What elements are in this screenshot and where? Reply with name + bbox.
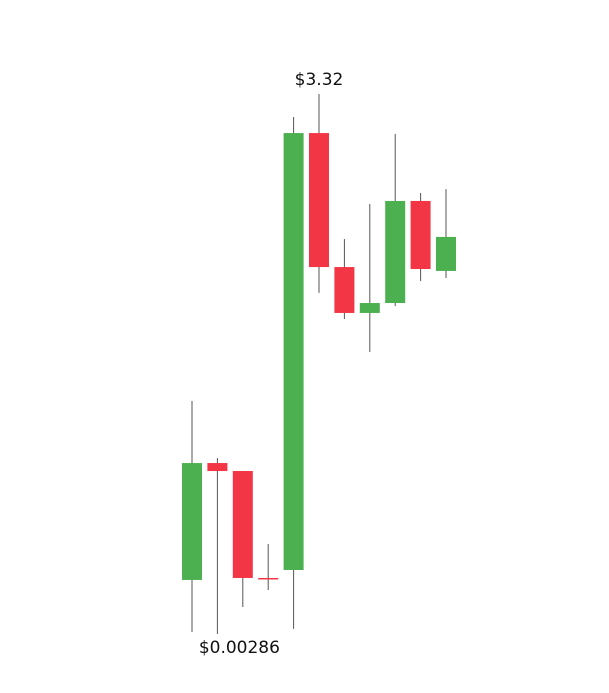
candle-body — [410, 200, 431, 270]
low-label: $0.00286 — [199, 638, 280, 658]
candle-body — [207, 463, 228, 472]
candle-body — [385, 200, 406, 304]
candle-body — [258, 577, 279, 580]
candle-body — [232, 471, 253, 578]
candle-body — [359, 303, 380, 313]
candle-body — [182, 463, 202, 580]
candle-body — [436, 236, 456, 271]
candle-body — [283, 133, 304, 571]
candle-body — [309, 133, 329, 268]
candle-body — [334, 267, 355, 313]
high-label: $3.32 — [295, 70, 344, 90]
